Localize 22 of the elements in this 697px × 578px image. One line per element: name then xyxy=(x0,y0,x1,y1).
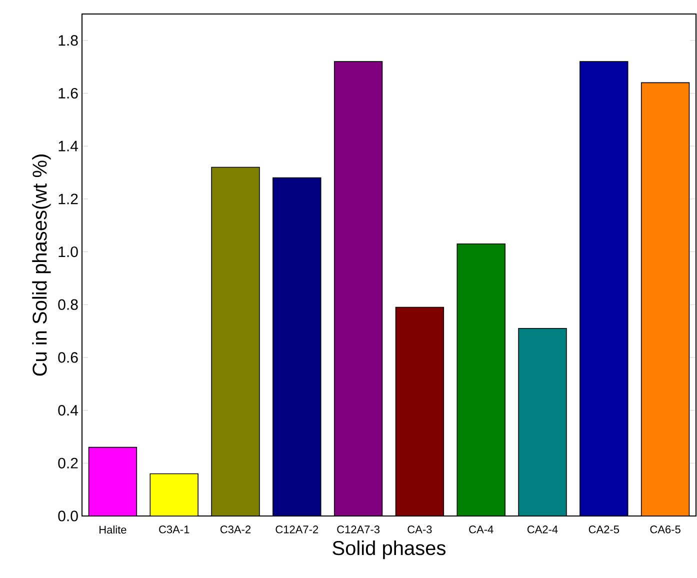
y-tick-label: 1.8 xyxy=(58,35,78,46)
y-tick-label: 0.0 xyxy=(58,510,78,522)
x-tick-label: CA2-4 xyxy=(527,526,558,534)
x-tick-label: CA6-5 xyxy=(650,526,680,534)
y-axis-title: Cu in Solid phases(wt %) xyxy=(32,154,51,376)
x-tick-label: C12A7-3 xyxy=(337,526,380,534)
x-tick-label: CA-3 xyxy=(408,526,432,534)
y-tick-label: 0.6 xyxy=(58,352,78,363)
y-tick-label: 0.4 xyxy=(58,404,78,416)
x-tick-label: C3A-2 xyxy=(220,526,251,534)
x-tick-label: CA-4 xyxy=(469,526,494,534)
x-tick-label: C3A-1 xyxy=(159,526,190,534)
y-tick-label: 0.8 xyxy=(58,299,78,310)
y-tick-label: 1.4 xyxy=(58,140,78,152)
y-tick-label: 1.2 xyxy=(58,194,78,204)
y-tick-label: 1.0 xyxy=(58,246,78,258)
x-tick-label: C12A7-2 xyxy=(276,526,318,534)
x-axis-title: Solid phases xyxy=(332,540,446,560)
y-tick-label: 1.6 xyxy=(58,88,78,99)
y-tick-label: 0.2 xyxy=(58,458,78,468)
x-tick-label: Halite xyxy=(100,526,126,534)
x-tick-label: CA2-5 xyxy=(588,526,620,534)
